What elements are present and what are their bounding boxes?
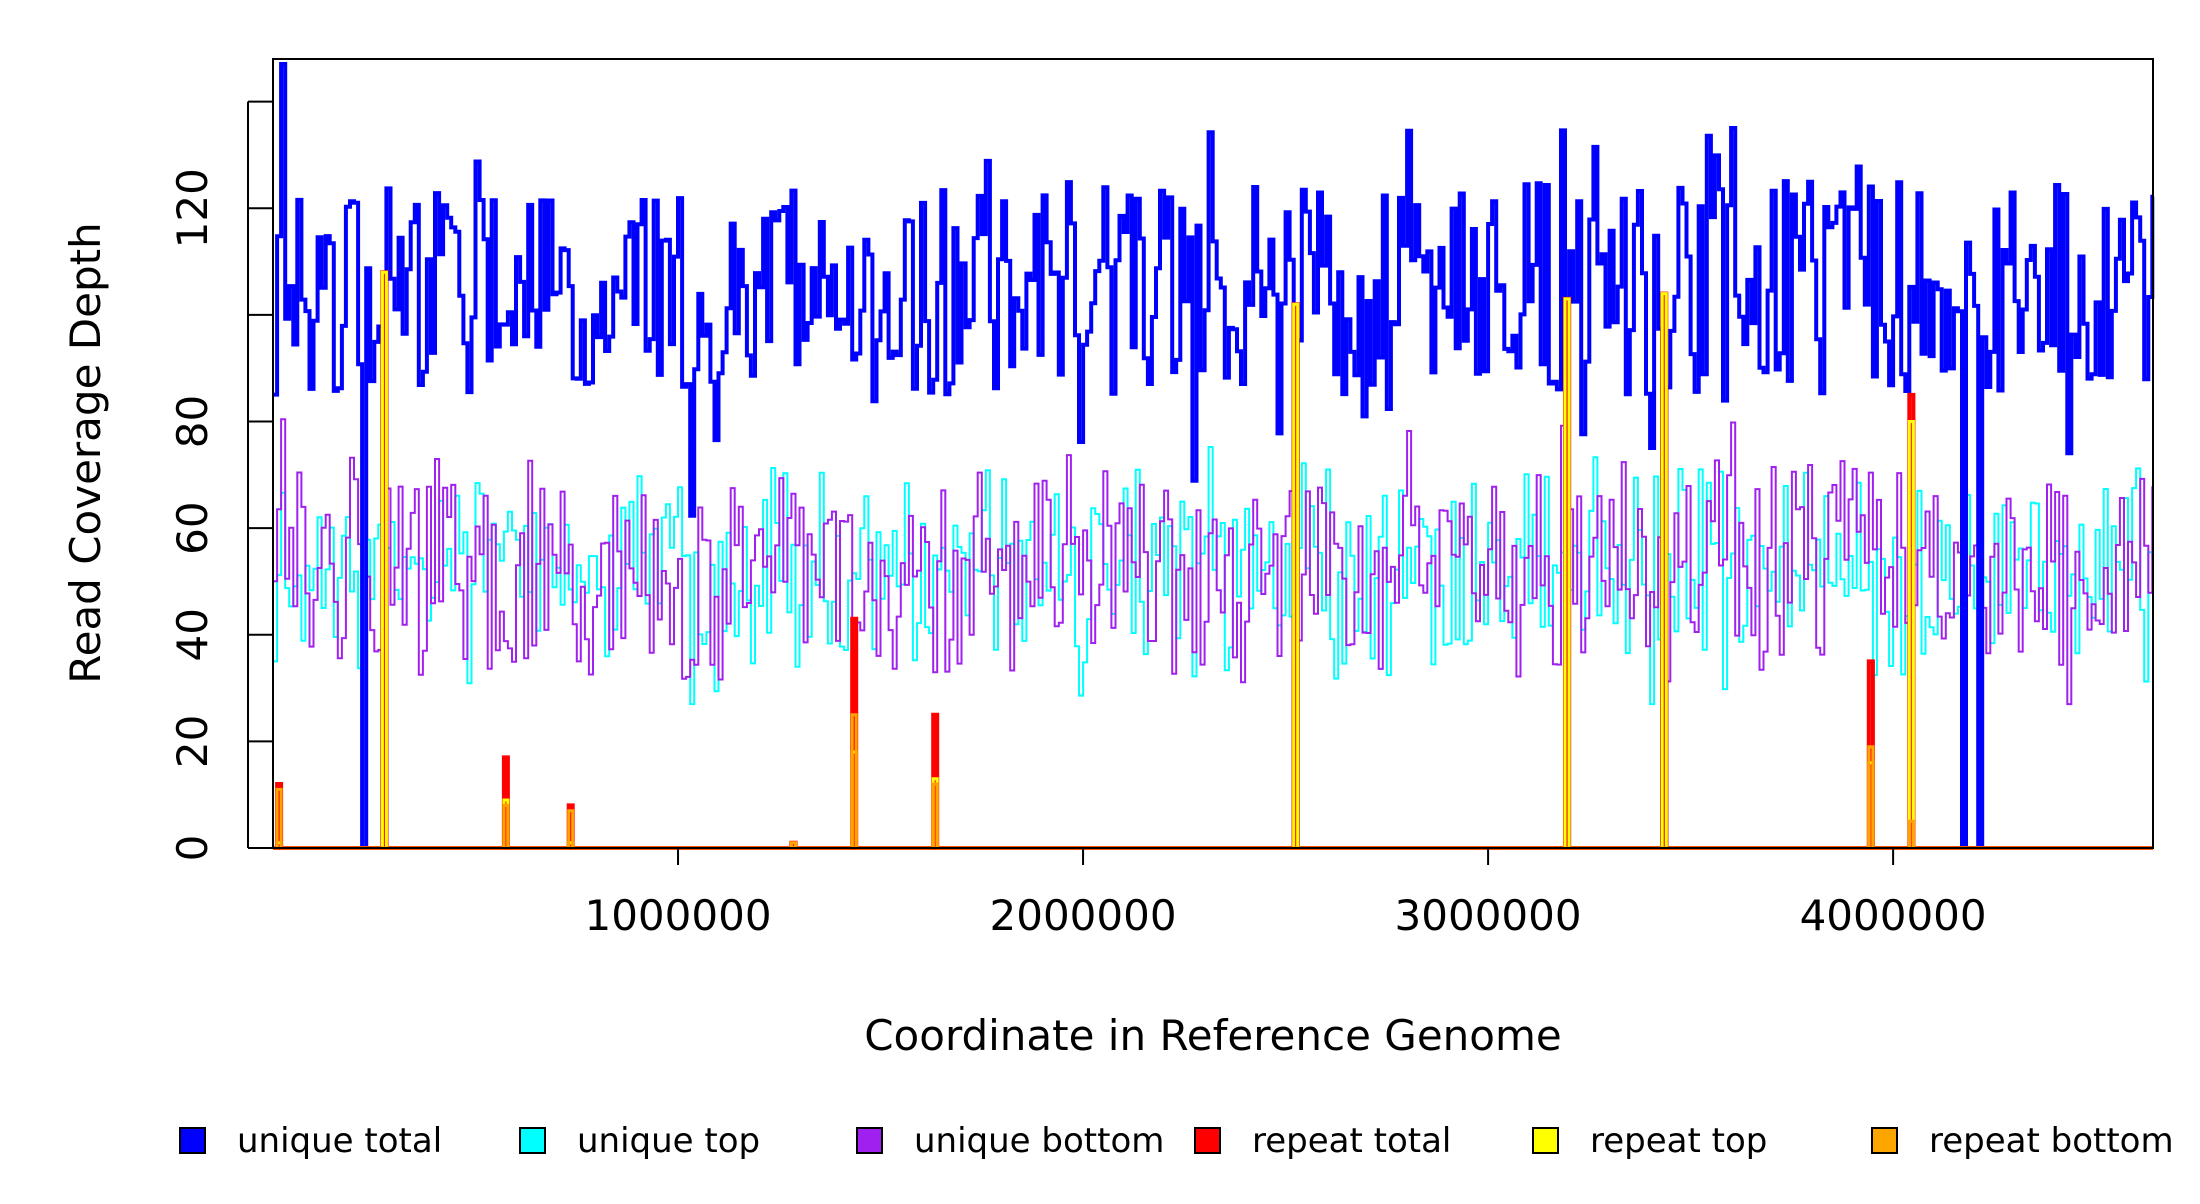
y-axis-title: Read Coverage Depth (61, 222, 110, 683)
legend-label: repeat total (1252, 1121, 1451, 1161)
x-tick-label: 4000000 (1800, 891, 1987, 940)
x-tick-label: 1000000 (584, 891, 771, 940)
y-tick-label: 40 (168, 608, 217, 661)
legend-swatch (1194, 1127, 1221, 1154)
series-line-unique-bottom (273, 418, 2154, 849)
x-tick-label: 2000000 (990, 891, 1177, 940)
series-layer (273, 62, 2155, 850)
series-line-unique-total (273, 62, 2155, 850)
x-tick-label: 3000000 (1395, 891, 1582, 940)
y-tick-label: 120 (168, 168, 217, 248)
plot-frame (272, 58, 2154, 849)
y-tick-label: 20 (168, 715, 217, 768)
x-axis: 1000000 2000000 3000000 4000000 (584, 848, 1987, 940)
legend-swatch (1871, 1127, 1898, 1154)
legend-label: unique bottom (914, 1121, 1164, 1161)
y-tick-label: 0 (168, 835, 217, 862)
legend-swatch (179, 1127, 206, 1154)
legend-swatch (856, 1127, 883, 1154)
y-axis: 0 20 40 60 80 120 (168, 100, 273, 862)
legend-label: unique total (237, 1121, 442, 1161)
y-tick-label: 60 (168, 501, 217, 554)
x-axis-title: Coordinate in Reference Genome (864, 1011, 1562, 1060)
legend-label: repeat bottom (1929, 1121, 2174, 1161)
legend-label: unique top (577, 1121, 760, 1161)
legend-swatch (519, 1127, 546, 1154)
legend-label: repeat top (1590, 1121, 1767, 1161)
y-tick-label: 80 (168, 395, 217, 448)
legend: unique total unique top unique bottom repea… (179, 1121, 2174, 1161)
legend-swatch (1532, 1127, 1559, 1154)
